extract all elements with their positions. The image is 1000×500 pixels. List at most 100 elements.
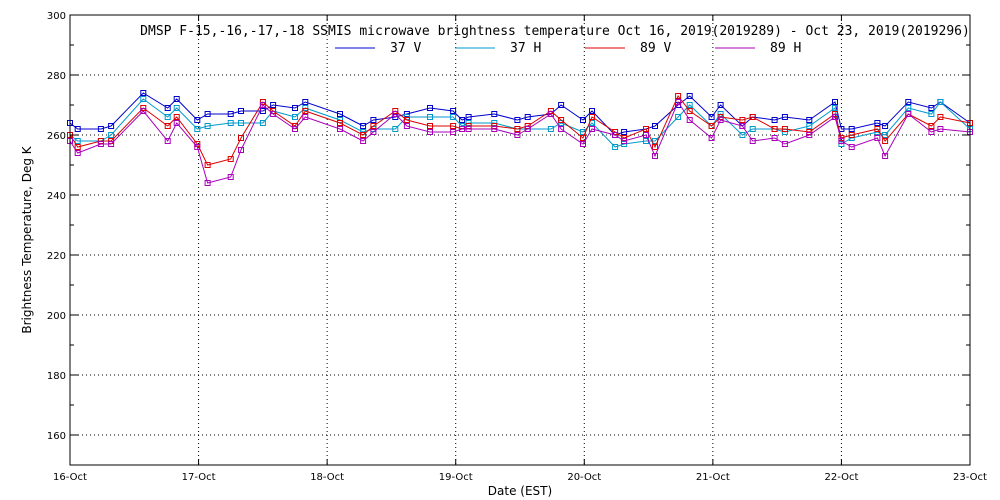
series-89-h [67,99,973,186]
y-tick-label: 260 [47,131,66,142]
data-point [928,105,935,111]
data-point [749,114,756,120]
data-point [173,114,180,120]
data-point [74,138,81,144]
data-point [292,114,298,120]
grid [70,15,970,465]
data-point [97,141,104,147]
data-point [227,111,234,117]
data-point [140,96,147,102]
data-point [514,126,521,132]
y-axis-label: Brightness Temperature, Deg K [20,145,34,333]
data-point [848,126,855,132]
data-point [806,117,813,123]
data-point [238,147,244,153]
data-point [652,123,658,129]
data-point [806,132,813,138]
data-point [337,111,343,117]
data-point [937,114,944,120]
data-point [173,120,180,126]
data-point [589,126,595,132]
data-point [874,126,881,132]
data-point [292,126,298,132]
x-tick-label: 21-Oct [696,472,730,483]
data-point [652,153,658,159]
series-lines [67,90,973,186]
data-point [675,99,682,105]
data-point [558,117,565,123]
x-tick-label: 17-Oct [182,472,216,483]
data-point [686,93,693,99]
data-point [173,105,180,111]
data-point [937,126,944,132]
data-point [905,105,912,111]
x-tick-label: 19-Oct [439,472,473,483]
data-point [882,123,889,129]
data-point [739,132,746,138]
data-point [465,126,472,132]
data-point [675,93,682,99]
data-point [882,153,889,159]
data-point [238,120,244,126]
data-point [781,114,788,120]
data-point [524,114,531,120]
data-point [204,123,211,129]
data-point [928,123,935,129]
data-point [838,138,845,144]
data-point [882,132,889,138]
data-point [450,114,457,120]
data-point [427,105,433,111]
legend-label: 89 V [640,41,671,56]
data-point [204,180,211,186]
data-point [74,150,81,156]
data-point [558,126,565,132]
data-point [173,96,180,102]
data-point [832,114,838,120]
data-point [450,108,457,114]
plot-frame [69,14,971,466]
data-point [781,141,788,147]
data-point [450,123,457,129]
data-point [403,117,410,123]
y-tick-label: 160 [47,431,66,442]
data-point [708,123,715,129]
data-point [928,129,935,135]
data-point [491,111,498,117]
data-point [717,102,724,108]
data-point [74,126,81,132]
data-point [97,126,104,132]
y-tick-label: 220 [47,251,66,262]
data-point [771,117,778,123]
legend-label: 89 H [770,41,801,56]
data-point [580,135,586,141]
data-point [547,126,554,132]
legend-label: 37 V [390,41,421,56]
data-point [739,117,746,123]
data-point [227,174,234,180]
data-point [686,102,693,108]
data-point [427,129,433,135]
data-point [621,138,628,144]
data-point [164,138,171,144]
data-point [194,144,201,150]
data-point [937,99,944,105]
data-point [905,111,912,117]
data-point [427,123,433,129]
data-point [259,102,266,108]
legend-item: 37 H [455,41,541,56]
data-point [164,114,171,120]
legend: 37 V 37 H 89 V 89 H [335,41,801,56]
data-point [337,126,343,132]
legend-item: 37 V [335,41,421,56]
y-tick-label: 200 [47,311,66,322]
x-tick-label: 23-Oct [953,472,987,483]
data-point [643,126,649,132]
data-point [302,108,309,114]
data-point [739,123,746,129]
data-point [238,108,244,114]
data-point [612,132,619,138]
data-point [708,135,715,141]
data-point [643,132,649,138]
data-point [874,135,881,141]
